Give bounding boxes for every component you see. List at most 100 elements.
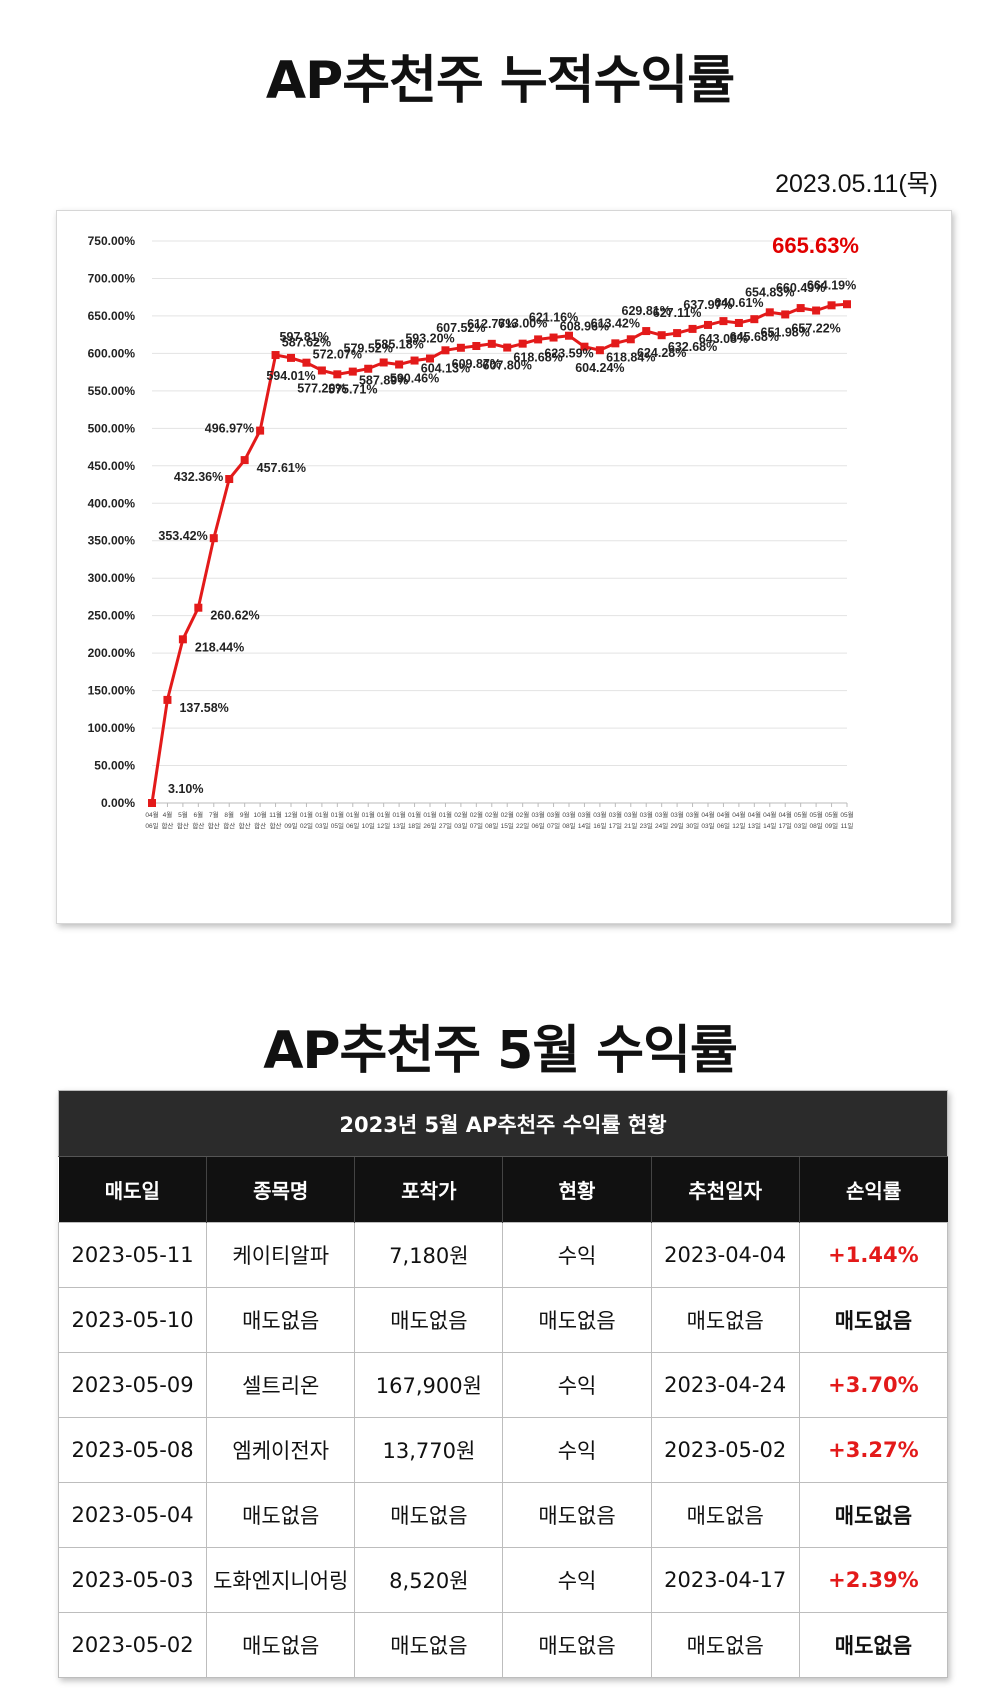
- data-label: 218.44%: [195, 640, 244, 654]
- x-tick-label-bottom: 15일: [501, 821, 514, 830]
- x-tick-label-top: 04월: [145, 810, 158, 819]
- x-tick-label-bottom: 03일: [454, 821, 467, 830]
- x-tick-label-bottom: 12일: [377, 821, 390, 830]
- x-tick-label-top: 04월: [717, 810, 730, 819]
- cumulative-return-chart: 0.00% 50.00% 100.00% 150.00% 200.00% 250.00% 3…: [56, 210, 952, 924]
- x-tick-label-bottom: 06일: [145, 821, 158, 830]
- table-cell: 매도없음: [798, 1482, 949, 1548]
- x-tick-label-top: 01월: [423, 810, 436, 819]
- x-tick-label-top: 03월: [578, 810, 591, 819]
- y-tick-label: 250.00%: [88, 609, 136, 623]
- column-header: 종목명: [206, 1156, 356, 1223]
- x-tick-label-bottom: 합산: [239, 821, 251, 830]
- y-tick-label: 750.00%: [88, 234, 136, 248]
- x-tick-label-top: 03월: [609, 810, 622, 819]
- y-tick-label: 550.00%: [88, 384, 136, 398]
- chart-svg: 0.00% 50.00% 100.00% 150.00% 200.00% 250.00% 3…: [88, 233, 859, 830]
- x-tick-label-bottom: 07일: [547, 821, 560, 830]
- table-header-row: 매도일 종목명 포착가 현황 추천일자 손익률: [58, 1156, 948, 1223]
- table-cell: 매도없음: [206, 1482, 356, 1548]
- table-row: 2023-05-08 엠케이전자 13,770원 수익 2023-05-02 +3.27%: [57, 1417, 949, 1483]
- data-label: 651.98%: [761, 325, 810, 339]
- x-tick-label-top: 04월: [779, 810, 792, 819]
- x-tick-label-top: 02월: [516, 810, 529, 819]
- data-label: 643.08%: [699, 332, 748, 346]
- monthly-return-table: 2023년 5월 AP추천주 수익률 현황 매도일 종목명 포착가 현황 추천일자 손익률…: [57, 1090, 949, 1678]
- table-cell: 매도없음: [650, 1612, 800, 1678]
- data-point: [240, 456, 249, 465]
- y-tick-label: 350.00%: [88, 534, 136, 548]
- data-point: [827, 301, 836, 310]
- data-label: 621.16%: [529, 311, 578, 325]
- y-tick-label: 450.00%: [88, 459, 136, 473]
- data-point: [472, 342, 481, 351]
- x-tick-label-top: 05월: [825, 810, 838, 819]
- data-label: 260.62%: [210, 609, 259, 623]
- data-label: 457.61%: [257, 461, 306, 475]
- x-tick-label-top: 04월: [732, 810, 745, 819]
- x-tick-label-top: 01월: [439, 810, 452, 819]
- table-cell: 2023-05-02: [650, 1417, 800, 1483]
- table-cell: 수익: [502, 1417, 652, 1483]
- x-tick-label-bottom: 13일: [393, 821, 406, 830]
- table-row: 2023-05-10 매도없음 매도없음 매도없음 매도없음 매도없음: [57, 1287, 949, 1353]
- table-cell: 수익: [502, 1222, 652, 1288]
- table-cell: 167,900원: [354, 1352, 504, 1418]
- y-tick-label: 50.00%: [94, 759, 135, 773]
- data-point: [225, 475, 234, 484]
- data-point: [843, 300, 851, 309]
- x-tick-label-top: 4월: [163, 810, 173, 819]
- x-tick-label-bottom: 23일: [640, 821, 653, 830]
- table-cell: 매도없음: [650, 1482, 800, 1548]
- y-tick-label: 150.00%: [88, 684, 136, 698]
- x-tick-label-top: 03월: [640, 810, 653, 819]
- x-tick-label-bottom: 합산: [177, 821, 189, 830]
- x-tick-label-top: 8월: [224, 810, 234, 819]
- data-point: [487, 339, 496, 348]
- data-point: [719, 317, 728, 326]
- data-label: 660.49%: [776, 281, 825, 295]
- cumulative-title: AP추천주 누적수익률: [265, 51, 735, 111]
- x-tick-label-top: 02월: [454, 810, 467, 819]
- x-tick-label-bottom: 18일: [408, 821, 421, 830]
- data-label: 607.52%: [436, 321, 485, 335]
- table-cell: 매도없음: [206, 1287, 356, 1353]
- data-point: [503, 343, 512, 352]
- table-cell: 매도없음: [502, 1287, 652, 1353]
- x-tick-label-bottom: 08일: [485, 821, 498, 830]
- data-label: 590.46%: [390, 372, 439, 386]
- data-point: [194, 603, 203, 612]
- data-point: [148, 799, 156, 807]
- x-tick-label-top: 03월: [655, 810, 668, 819]
- data-label: 657.22%: [791, 322, 840, 336]
- x-tick-label-top: 01월: [393, 810, 406, 819]
- data-point: [580, 342, 589, 351]
- data-label: 624.28%: [637, 346, 686, 360]
- data-label: 654.83%: [745, 285, 794, 299]
- table-cell: 매도없음: [650, 1287, 800, 1353]
- data-point: [688, 324, 697, 333]
- table-cell: +1.44%: [798, 1222, 949, 1288]
- table-cell: 매도없음: [354, 1612, 504, 1678]
- x-tick-label-top: 05월: [810, 810, 823, 819]
- data-point: [333, 370, 342, 379]
- data-point: [565, 331, 573, 340]
- y-tick-label: 100.00%: [88, 721, 136, 735]
- x-tick-label-top: 01월: [315, 810, 328, 819]
- table-cell: 2023-05-04: [57, 1482, 208, 1548]
- data-point: [456, 343, 465, 352]
- data-point: [626, 335, 635, 344]
- table-cell: 2023-04-17: [650, 1547, 800, 1613]
- x-tick-label-bottom: 21일: [624, 821, 637, 830]
- data-point: [287, 353, 295, 362]
- data-label: 612.77%: [467, 317, 516, 331]
- table-row: 2023-05-02 매도없음 매도없음 매도없음 매도없음 매도없음: [57, 1612, 949, 1678]
- data-label: 645.68%: [730, 330, 779, 344]
- data-label: 432.36%: [174, 470, 223, 484]
- x-tick-label-bottom: 05일: [331, 821, 344, 830]
- table-cell: 매도없음: [798, 1612, 949, 1678]
- table-cell: +2.39%: [798, 1547, 949, 1613]
- column-header: 현황: [502, 1156, 652, 1223]
- table-cell: 매도없음: [502, 1482, 652, 1548]
- x-tick-label-top: 9월: [240, 810, 250, 819]
